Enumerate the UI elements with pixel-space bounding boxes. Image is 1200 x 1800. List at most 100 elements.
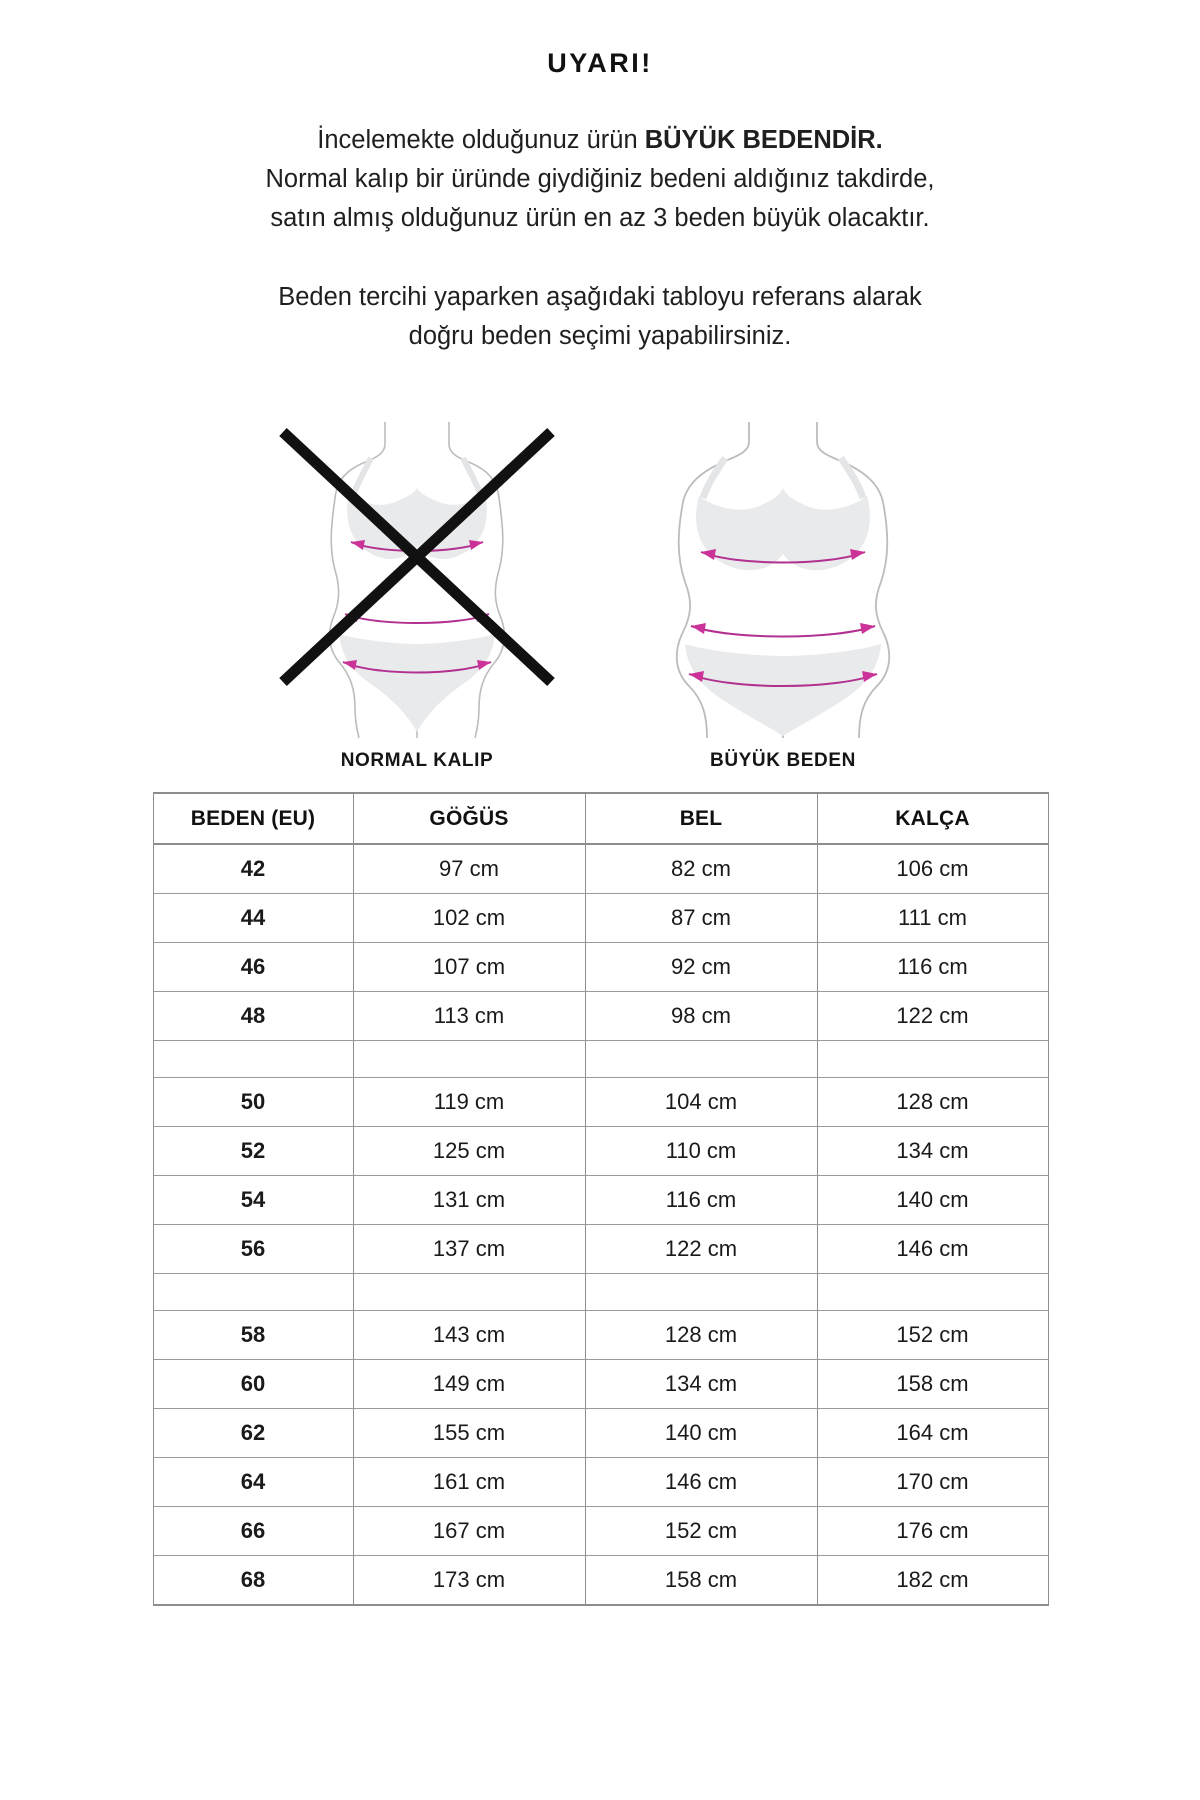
table-spacer-cell [817,1040,1049,1078]
figure-caption-row: NORMAL KALIP BÜYÜK BEDEN [0,750,1200,772]
cell-gogus: 102 cm [353,893,586,943]
cell-kalca: 146 cm [817,1224,1049,1274]
table-spacer-cell [152,1040,354,1078]
table-spacer-cell [353,1040,586,1078]
cell-beden: 62 [152,1408,354,1458]
table-row: 68 173 cm 158 cm 182 cm [152,1555,1049,1606]
cell-bel: 110 cm [585,1126,818,1176]
instruction-line-1: Beden tercihi yaparken aşağıdaki tabloyu… [278,283,922,311]
table-spacer-cell [152,1273,354,1311]
table-row: 52 125 cm 110 cm 134 cm [152,1126,1049,1176]
cell-gogus: 155 cm [353,1408,586,1458]
female-body-normal-figure-icon [279,422,555,738]
table-row: 58 143 cm 128 cm 152 cm [152,1310,1049,1360]
table-row: 46 107 cm 92 cm 116 cm [152,942,1049,992]
figure-row [0,418,1200,738]
cell-bel: 98 cm [585,991,818,1041]
table-spacer-cell [585,1040,818,1078]
cell-bel: 82 cm [585,844,818,894]
column-header-bel: BEL [585,792,818,845]
cell-bel: 104 cm [585,1077,818,1127]
cell-kalca: 111 cm [817,893,1049,943]
cell-kalca: 122 cm [817,991,1049,1041]
cell-kalca: 158 cm [817,1359,1049,1409]
cell-gogus: 125 cm [353,1126,586,1176]
column-header-kalca: KALÇA [817,792,1049,845]
cell-kalca: 106 cm [817,844,1049,894]
hip-measure-line [688,673,878,687]
table-spacer-cell [585,1273,818,1311]
hip-measure-line [342,661,492,674]
size-table: BEDEN (EU) GÖĞÜS BEL KALÇA 42 97 cm 82 cm 1… [152,792,1049,1606]
intro-line-2: Normal kalıp bir üründe giydiğiniz beden… [265,165,935,193]
cell-kalca: 116 cm [817,942,1049,992]
cell-bel: 146 cm [585,1457,818,1507]
cell-gogus: 113 cm [353,991,586,1041]
table-spacer-row [152,1040,1049,1078]
cell-kalca: 140 cm [817,1175,1049,1225]
cell-beden: 56 [152,1224,354,1274]
cross-out-mark [279,427,555,687]
instruction-line-2: doğru beden seçimi yapabilirsiniz. [408,322,792,350]
cell-beden: 44 [152,893,354,943]
cell-kalca: 176 cm [817,1506,1049,1556]
intro-paragraph: İncelemekte olduğunuz ürün BÜYÜK BEDENDİ… [0,79,1200,238]
cell-gogus: 119 cm [353,1077,586,1127]
waist-measure-line [344,613,490,624]
intro-line-1-prefix: İncelemekte olduğunuz ürün [317,126,645,154]
column-header-gogus: GÖĞÜS [353,792,586,845]
table-row: 48 113 cm 98 cm 122 cm [152,991,1049,1041]
cell-gogus: 149 cm [353,1359,586,1409]
waist-measure-line [690,625,876,638]
cell-bel: 122 cm [585,1224,818,1274]
page-title: UYARI! [547,48,653,78]
table-row: 44 102 cm 87 cm 111 cm [152,893,1049,943]
cell-beden: 68 [152,1555,354,1606]
table-row: 60 149 cm 134 cm 158 cm [152,1359,1049,1409]
cell-gogus: 167 cm [353,1506,586,1556]
size-table-head: BEDEN (EU) GÖĞÜS BEL KALÇA [152,792,1049,845]
cell-bel: 116 cm [585,1175,818,1225]
cell-beden: 52 [152,1126,354,1176]
cell-beden: 54 [152,1175,354,1225]
table-row: 54 131 cm 116 cm 140 cm [152,1175,1049,1225]
cell-bel: 158 cm [585,1555,818,1606]
cell-beden: 48 [152,991,354,1041]
cell-beden: 66 [152,1506,354,1556]
cell-bel: 140 cm [585,1408,818,1458]
figure-caption-plus: BÜYÜK BEDEN [710,750,856,771]
cell-bel: 87 cm [585,893,818,943]
table-row: 64 161 cm 146 cm 170 cm [152,1457,1049,1507]
cell-beden: 46 [152,942,354,992]
cell-gogus: 97 cm [353,844,586,894]
cell-gogus: 161 cm [353,1457,586,1507]
cell-gogus: 137 cm [353,1224,586,1274]
cell-bel: 134 cm [585,1359,818,1409]
size-table-wrapper: BEDEN (EU) GÖĞÜS BEL KALÇA 42 97 cm 82 cm 1… [152,792,1049,1606]
cell-beden: 42 [152,844,354,894]
table-spacer-cell [817,1273,1049,1311]
cell-bel: 92 cm [585,942,818,992]
cell-kalca: 152 cm [817,1310,1049,1360]
cell-beden: 58 [152,1310,354,1360]
figure-plus-size [633,418,933,738]
instruction-paragraph: Beden tercihi yaparken aşağıdaki tabloyu… [0,238,1200,356]
cell-beden: 64 [152,1457,354,1507]
intro-line-3: satın almış olduğunuz ürün en az 3 beden… [270,204,930,232]
bust-measure-line [700,551,866,564]
measure-arrowheads [689,549,877,682]
cell-gogus: 131 cm [353,1175,586,1225]
table-spacer-row [152,1273,1049,1311]
cell-beden: 60 [152,1359,354,1409]
cell-bel: 152 cm [585,1506,818,1556]
cell-gogus: 107 cm [353,942,586,992]
cell-kalca: 182 cm [817,1555,1049,1606]
cell-kalca: 134 cm [817,1126,1049,1176]
size-table-body: 42 97 cm 82 cm 106 cm 44 102 cm 87 cm 111 cm 46 1… [152,844,1049,1606]
cell-gogus: 143 cm [353,1310,586,1360]
cell-kalca: 170 cm [817,1457,1049,1507]
table-row: 50 119 cm 104 cm 128 cm [152,1077,1049,1127]
cell-kalca: 128 cm [817,1077,1049,1127]
cell-beden: 50 [152,1077,354,1127]
